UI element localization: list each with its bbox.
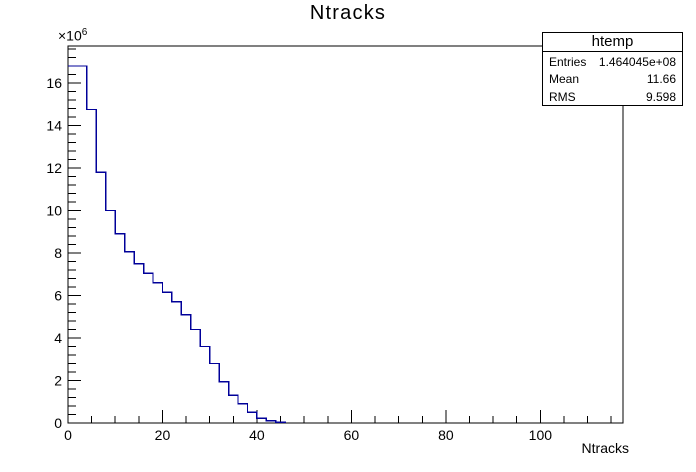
y-tick-label: 16 [46,75,62,91]
x-tick-label: 40 [249,427,265,443]
stats-row: RMS 9.598 [549,90,676,104]
y-scale-exponent: 6 [81,27,88,38]
y-scale-prefix: ×10 [58,27,82,44]
stats-row-value: 11.66 [646,72,676,87]
stats-box-title: htemp [543,33,682,52]
y-tick-label: 12 [46,160,62,176]
y-tick-label: 14 [46,117,62,133]
stats-box-rows: Entries 1.464045e+08 Mean 11.66 RMS 9.598 [543,52,682,107]
y-tick-label: 0 [54,415,62,431]
stats-row-value: 9.598 [645,90,676,105]
histogram-line [68,65,286,423]
y-tick-label: 2 [54,372,62,388]
y-tick-label: 10 [46,202,62,218]
y-tick-label: 4 [54,330,62,346]
y-axis-scale-exponent: ×106 [58,27,87,44]
stats-box[interactable]: htemp Entries 1.464045e+08 Mean 11.66 RMS 9.5… [542,32,683,106]
x-tick-label: 100 [529,427,553,443]
stats-row-label: Mean [549,72,580,87]
y-tick-label: 8 [54,245,62,261]
x-axis-title: Ntracks [581,440,629,456]
plot-title: Ntracks [309,2,387,24]
stats-row-label: RMS [549,90,576,105]
stats-row: Mean 11.66 [549,72,676,86]
y-tick-label: 6 [54,287,62,303]
x-tick-label: 20 [155,427,171,443]
x-tick-label: 80 [438,427,454,443]
stats-row-value: 1.464045e+08 [598,54,676,69]
stats-row: Entries 1.464045e+08 [549,55,676,69]
plot-frame [67,45,624,424]
x-tick-label: 0 [64,427,72,443]
x-tick-label: 60 [344,427,360,443]
stats-row-label: Entries [549,54,587,69]
